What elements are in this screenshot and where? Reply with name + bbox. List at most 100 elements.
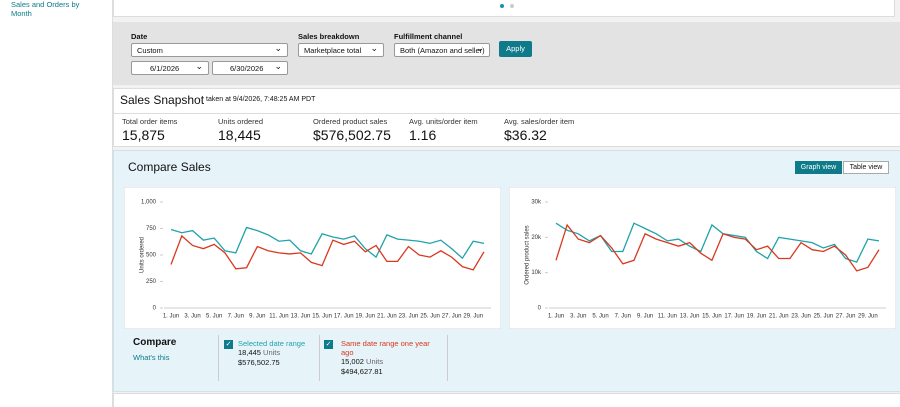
snapshot: Sales Snapshot taken at 9/4/2026, 7:48:2… (113, 88, 900, 147)
x-tick-label: 29. Jun (858, 314, 878, 320)
metric: Units ordered 18,445 (218, 117, 263, 143)
metric-label: Avg. sales/order item (504, 117, 575, 126)
next-section (113, 393, 900, 407)
date-label: Date (131, 32, 148, 41)
x-tick-label: 17. Jun (724, 314, 744, 320)
apply-button[interactable]: Apply (499, 41, 532, 57)
x-tick-label: 13. Jun (680, 314, 700, 320)
units-chart: Units ordered 0 250 500 750 1,000 1. Jun 3. Jun… (124, 187, 501, 329)
legend-units: 18,445 (238, 348, 261, 357)
start-date[interactable]: 6/1/2026 (131, 59, 209, 75)
checkbox[interactable]: ✓ (324, 340, 333, 349)
legend-units-label: Units (263, 348, 281, 357)
legend-sales: $576,502.75 (238, 358, 280, 367)
x-tick-label: 5. Jun (206, 314, 222, 320)
series-line (170, 234, 485, 271)
legend-selected: ✓ Selected date range 18,445 Units $576,… (218, 335, 320, 381)
x-tick-label: 11. Jun (658, 314, 677, 320)
x-tick-label: 19. Jun (747, 314, 767, 320)
x-tick-label: 7. Jun (615, 314, 631, 320)
x-tick-label: 29. Jun (463, 314, 483, 320)
x-tick-label: 11. Jun (269, 314, 288, 320)
table-view[interactable]: Table view (843, 161, 889, 174)
x-tick-label: 13. Jun (291, 314, 311, 320)
y-tick-label: 1,000 (141, 200, 157, 206)
metric-value: $576,502.75 (313, 127, 391, 143)
whats-this[interactable]: What's this (133, 353, 170, 362)
x-tick-label: 3. Jun (570, 314, 586, 320)
legend-units-label: Units (366, 357, 384, 366)
channel-select[interactable]: Both (Amazon and seller) (394, 41, 490, 57)
x-tick-label: 9. Jun (637, 314, 653, 320)
legend-sales: $494,627.81 (341, 367, 383, 376)
x-tick-label: 21. Jun (769, 314, 789, 320)
metric-value: 18,445 (218, 127, 261, 143)
x-tick-label: 25. Jun (420, 314, 440, 320)
legend-units: 15,002 (341, 357, 364, 366)
y-tick-label: 30k (531, 200, 542, 206)
series-line (555, 223, 880, 272)
checkbox[interactable]: ✓ (224, 340, 233, 349)
legend-name: Same date range one year ago (341, 339, 430, 357)
x-tick-label: 27. Jun (836, 314, 856, 320)
compare-title: Compare Sales (128, 160, 211, 174)
x-tick-label: 1. Jun (548, 314, 564, 320)
x-tick-label: 21. Jun (377, 314, 397, 320)
compare-sales: Compare Sales Graph view Table view Unit… (113, 150, 900, 392)
y-tick-label: 20k (531, 235, 542, 241)
breakdown-select[interactable]: Marketplace total (298, 41, 384, 57)
x-tick-label: 5. Jun (592, 314, 608, 320)
sidebar: Sales and Orders by Month (0, 0, 113, 407)
sales-chart: Ordered product sales 0 10k 20k 30k 1. Jun 3. … (509, 187, 896, 329)
filters: Date Custom 6/1/2026 6/30/2026 Sales bre… (113, 22, 900, 85)
x-tick-label: 15. Jun (702, 314, 722, 320)
x-tick-label: 25. Jun (813, 314, 833, 320)
x-tick-label: 19. Jun (355, 314, 375, 320)
series-line (170, 226, 485, 260)
metric: Total order items 15,875 (122, 117, 177, 143)
y-tick-label: 250 (146, 279, 157, 285)
metric-value: 15,875 (122, 127, 165, 143)
date-select[interactable]: Custom (131, 41, 288, 57)
graph-view[interactable]: Graph view (795, 161, 842, 174)
metric-value: $36.32 (504, 127, 547, 143)
x-tick-label: 17. Jun (334, 314, 354, 320)
x-tick-label: 1. Jun (163, 314, 179, 320)
series-line (555, 222, 880, 263)
x-tick-label: 27. Jun (442, 314, 462, 320)
x-tick-label: 23. Jun (399, 314, 419, 320)
y-tick-label: 500 (146, 253, 157, 259)
y-tick-label: 10k (531, 270, 542, 276)
metric-label: Avg. units/order item (409, 117, 478, 126)
snapshot-time: taken at 9/4/2026, 7:48:25 AM PDT (206, 96, 316, 103)
y-axis-label: Ordered product sales (525, 225, 531, 284)
y-axis-label: Units ordered (140, 237, 146, 273)
channel-label: Fulfillment channel (394, 32, 463, 41)
metric: Ordered product sales $576,502.75 (313, 117, 391, 143)
metric: Avg. sales/order item $36.32 (504, 117, 574, 143)
chart-bg (124, 187, 501, 329)
x-tick-label: 3. Jun (184, 314, 200, 320)
y-tick-label: 750 (146, 226, 157, 232)
metric-value: 1.16 (409, 127, 437, 143)
y-tick-label: 0 (538, 306, 542, 312)
legend-name: Selected date range (238, 339, 306, 348)
metric-label: Total order items (122, 117, 178, 126)
x-tick-label: 7. Jun (228, 314, 244, 320)
metric-label: Ordered product sales (313, 117, 388, 126)
end-date[interactable]: 6/30/2026 (212, 59, 288, 75)
x-tick-label: 15. Jun (312, 314, 332, 320)
y-tick-label: 0 (153, 306, 157, 312)
carousel (113, 0, 895, 17)
snapshot-title: Sales Snapshot (120, 93, 205, 107)
legend-previous: ✓ Same date range one year ago 15,002 Un… (319, 335, 448, 381)
compare-label: Compare (133, 337, 177, 348)
metric-label: Units ordered (218, 117, 264, 126)
breakdown-label: Sales breakdown (298, 32, 360, 41)
sidebar-link[interactable]: Sales and Orders by Month (11, 0, 80, 18)
chart-bg (509, 187, 896, 329)
x-tick-label: 23. Jun (791, 314, 811, 320)
metric: Avg. units/order item 1.16 (409, 117, 478, 143)
x-tick-label: 9. Jun (249, 314, 265, 320)
